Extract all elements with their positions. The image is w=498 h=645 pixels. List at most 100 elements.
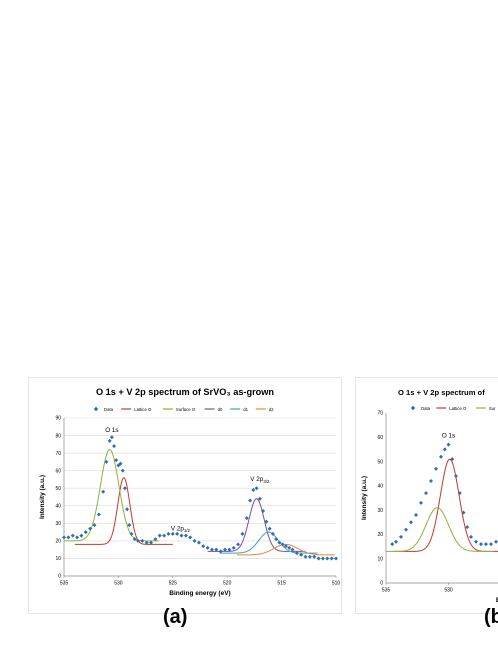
x-tick-label: 510 (332, 581, 341, 587)
data-point (175, 531, 180, 536)
legend-label-d0: d0 (218, 407, 223, 412)
data-point (442, 447, 447, 452)
data-point (294, 551, 299, 556)
data-point (270, 531, 275, 536)
data-point (109, 435, 114, 440)
chart-title: O 1s + V 2p spectrum of SrVO₃ as-grown (96, 387, 274, 397)
data-point (112, 444, 117, 449)
data-point (489, 542, 493, 547)
data-point (140, 538, 145, 543)
y-tick-label: 0 (58, 574, 61, 580)
legend-label-data: Data (421, 406, 431, 411)
data-point (135, 538, 140, 543)
data-point (457, 491, 462, 496)
data-point (454, 474, 458, 479)
data-point (484, 542, 488, 547)
data-point (320, 556, 325, 561)
fit-curve-surface-o (64, 449, 159, 542)
legend-label-d1: d1 (243, 407, 248, 412)
data-point (434, 466, 438, 471)
data-point (188, 535, 193, 540)
data-point (125, 507, 130, 512)
annotation-label: V 2p1/2 (171, 525, 191, 533)
legend-label-d2: d2 (269, 407, 274, 412)
data-point (79, 533, 84, 538)
data-point (439, 454, 443, 459)
data-point (205, 545, 210, 550)
x-tick-label: 535 (60, 581, 69, 587)
data-point (248, 498, 253, 503)
data-point (280, 542, 285, 547)
fit-curve-surface-o (386, 507, 494, 552)
data-point (227, 547, 232, 552)
data-point (390, 542, 395, 547)
y-tick-label: 10 (377, 556, 383, 562)
data-point (101, 489, 106, 494)
data-point (257, 496, 262, 501)
data-point (404, 527, 408, 532)
data-point (118, 461, 123, 466)
data-point (251, 487, 256, 492)
data-point (312, 554, 317, 559)
legend-marker-data (410, 405, 416, 411)
x-tick-label: 525 (169, 581, 178, 587)
chart-b: O 1s + V 2p spectrum of Data Lattice O Sur 0… (361, 388, 498, 604)
data-point (218, 549, 223, 554)
data-point (461, 510, 466, 515)
data-point (162, 533, 167, 538)
data-point (231, 545, 236, 550)
data-point (129, 531, 134, 536)
chart-title: O 1s + V 2p spectrum of (398, 388, 485, 397)
y-axis-label: Intensity (a.u.) (361, 476, 368, 520)
data-point (114, 458, 119, 463)
data-point (399, 534, 403, 539)
data-point (144, 540, 149, 545)
data-point (104, 459, 109, 464)
x-tick-label: 520 (223, 581, 232, 587)
data-point (267, 526, 272, 531)
y-tick-label: 40 (55, 503, 61, 509)
data-point (170, 531, 175, 536)
data-point (446, 442, 451, 447)
data-point (153, 537, 158, 542)
data-point (283, 544, 288, 549)
data-point (70, 533, 75, 538)
data-point (166, 531, 171, 536)
chart-a: O 1s + V 2p spectrum of SrVO₃ as-grown Da… (39, 387, 341, 597)
data-point (474, 539, 478, 544)
y-tick-label: 60 (55, 468, 61, 474)
data-point (209, 547, 214, 552)
data-point (201, 544, 206, 549)
data-point (223, 547, 228, 552)
y-tick-label: 20 (55, 539, 61, 545)
data-point (325, 556, 330, 561)
data-point (450, 457, 455, 462)
y-tick-label: 90 (55, 416, 61, 422)
y-tick-label: 70 (377, 411, 383, 417)
data-point (179, 533, 184, 538)
y-tick-label: 30 (55, 521, 61, 527)
data-point (96, 512, 101, 517)
data-point (429, 479, 433, 483)
y-tick-label: 10 (55, 556, 61, 562)
y-tick-label: 50 (55, 486, 61, 492)
data-point (120, 468, 125, 473)
data-point (316, 556, 321, 561)
y-tick-label: 50 (377, 459, 383, 465)
data-point (92, 523, 97, 528)
data-point (83, 530, 88, 535)
data-point (469, 534, 473, 539)
y-tick-label: 30 (377, 508, 383, 514)
data-point (329, 556, 334, 561)
data-point (274, 537, 279, 542)
annotation-label: V 2p3/2 (250, 476, 270, 484)
data-point (66, 535, 71, 540)
data-point (132, 537, 137, 542)
data-point (261, 509, 266, 514)
y-tick-label: 20 (377, 532, 383, 538)
data-point (157, 533, 162, 538)
chart-panel-a: O 1s + V 2p spectrum of SrVO₃ as-grown Da… (28, 377, 342, 614)
y-tick-label: 70 (55, 451, 61, 457)
legend-label-data: Data (104, 407, 114, 412)
data-point (127, 523, 132, 528)
